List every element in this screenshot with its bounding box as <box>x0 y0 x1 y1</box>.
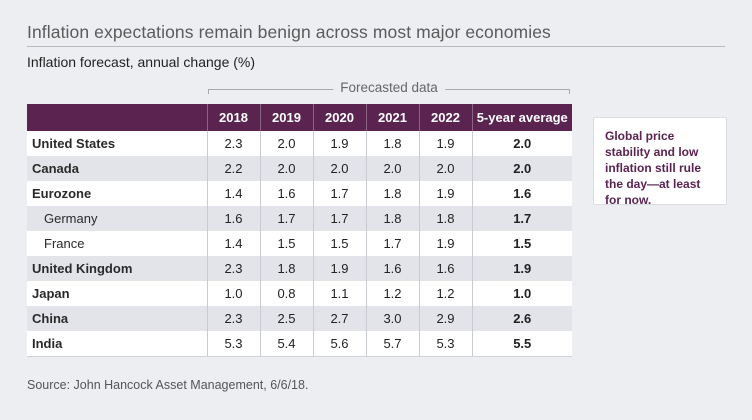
country-cell: Eurozone <box>32 186 92 201</box>
value-cell: 1.2 <box>365 281 419 306</box>
average-cell: 1.7 <box>471 206 572 231</box>
value-cell: 1.6 <box>259 181 313 206</box>
country-cell: France <box>44 236 85 251</box>
callout-text: Global price stability and low inflation… <box>605 129 702 207</box>
forecast-label: Forecasted data <box>333 80 445 95</box>
inflation-table: 2018 2019 2020 2021 2022 5-year average … <box>27 104 572 357</box>
value-cell: 1.4 <box>206 231 260 256</box>
value-cell: 1.0 <box>206 281 260 306</box>
value-cell: 1.2 <box>418 281 472 306</box>
value-cell: 2.0 <box>259 131 313 156</box>
value-cell: 1.7 <box>312 181 366 206</box>
average-cell: 1.9 <box>471 256 572 281</box>
table-row: Eurozone 1.4 1.6 1.7 1.8 1.9 1.6 <box>27 181 572 206</box>
average-cell: 1.0 <box>471 281 572 306</box>
column-header <box>27 104 207 131</box>
forecast-bracket-tick-left <box>208 89 209 94</box>
country-cell: United States <box>32 136 116 151</box>
forecast-bracket-tick-right <box>569 89 570 94</box>
value-cell: 5.3 <box>418 331 472 357</box>
callout-box: Global price stability and low inflation… <box>593 117 727 207</box>
value-cell: 1.8 <box>365 206 419 231</box>
table-row: Germany 1.6 1.7 1.7 1.8 1.8 1.7 <box>27 206 572 231</box>
value-cell: 1.8 <box>365 131 419 156</box>
average-cell: 1.5 <box>471 231 572 256</box>
column-header: 2022 <box>418 104 472 131</box>
value-cell: 2.0 <box>259 156 313 181</box>
source-note: Source: John Hancock Asset Management, 6… <box>27 378 309 392</box>
value-cell: 2.0 <box>365 156 419 181</box>
value-cell: 2.3 <box>206 306 260 331</box>
value-cell: 2.5 <box>259 306 313 331</box>
value-cell: 5.7 <box>365 331 419 357</box>
country-cell: Germany <box>44 211 98 226</box>
country-cell: Canada <box>32 161 79 176</box>
value-cell: 5.3 <box>206 331 260 357</box>
value-cell: 1.9 <box>312 131 366 156</box>
value-cell: 2.0 <box>418 156 472 181</box>
forecast-bracket: Forecasted data <box>208 80 570 96</box>
average-cell: 1.6 <box>471 181 572 206</box>
value-cell: 1.6 <box>418 256 472 281</box>
table-row: United Kingdom 2.3 1.8 1.9 1.6 1.6 1.9 <box>27 256 572 281</box>
column-header: 2020 <box>312 104 366 131</box>
average-cell: 5.5 <box>471 331 572 357</box>
column-header: 2019 <box>259 104 313 131</box>
value-cell: 1.9 <box>418 181 472 206</box>
country-cell: United Kingdom <box>32 261 133 276</box>
table-row: France 1.4 1.5 1.5 1.7 1.9 1.5 <box>27 231 572 256</box>
table-header-row: 2018 2019 2020 2021 2022 5-year average <box>27 104 572 131</box>
value-cell: 1.1 <box>312 281 366 306</box>
value-cell: 1.9 <box>312 256 366 281</box>
value-cell: 1.5 <box>312 231 366 256</box>
column-header: 5-year average <box>471 104 572 131</box>
average-cell: 2.0 <box>471 156 572 181</box>
value-cell: 5.6 <box>312 331 366 357</box>
value-cell: 1.9 <box>418 231 472 256</box>
table-row: India 5.3 5.4 5.6 5.7 5.3 5.5 <box>27 331 572 357</box>
value-cell: 1.7 <box>312 206 366 231</box>
column-header: 2018 <box>206 104 260 131</box>
value-cell: 0.8 <box>259 281 313 306</box>
table-row: Japan 1.0 0.8 1.1 1.2 1.2 1.0 <box>27 281 572 306</box>
column-header: 2021 <box>365 104 419 131</box>
value-cell: 1.9 <box>418 131 472 156</box>
value-cell: 2.3 <box>206 256 260 281</box>
value-cell: 2.3 <box>206 131 260 156</box>
table-row: China 2.3 2.5 2.7 3.0 2.9 2.6 <box>27 306 572 331</box>
average-cell: 2.0 <box>471 131 572 156</box>
value-cell: 2.9 <box>418 306 472 331</box>
value-cell: 1.5 <box>259 231 313 256</box>
chart-title: Inflation expectations remain benign acr… <box>27 22 551 42</box>
value-cell: 1.4 <box>206 181 260 206</box>
value-cell: 1.8 <box>259 256 313 281</box>
title-divider <box>27 46 725 47</box>
country-cell: China <box>32 311 69 326</box>
country-cell: Japan <box>32 286 70 301</box>
value-cell: 1.6 <box>206 206 260 231</box>
value-cell: 2.2 <box>206 156 260 181</box>
value-cell: 1.6 <box>365 256 419 281</box>
value-cell: 5.4 <box>259 331 313 357</box>
country-cell: India <box>27 331 207 357</box>
value-cell: 1.7 <box>365 231 419 256</box>
value-cell: 1.7 <box>259 206 313 231</box>
value-cell: 1.8 <box>365 181 419 206</box>
table-row: Canada 2.2 2.0 2.0 2.0 2.0 2.0 <box>27 156 572 181</box>
average-cell: 2.6 <box>471 306 572 331</box>
table-row: United States 2.3 2.0 1.9 1.8 1.9 2.0 <box>27 131 572 156</box>
value-cell: 1.8 <box>418 206 472 231</box>
value-cell: 2.0 <box>312 156 366 181</box>
value-cell: 2.7 <box>312 306 366 331</box>
chart-subtitle: Inflation forecast, annual change (%) <box>27 54 256 70</box>
value-cell: 3.0 <box>365 306 419 331</box>
